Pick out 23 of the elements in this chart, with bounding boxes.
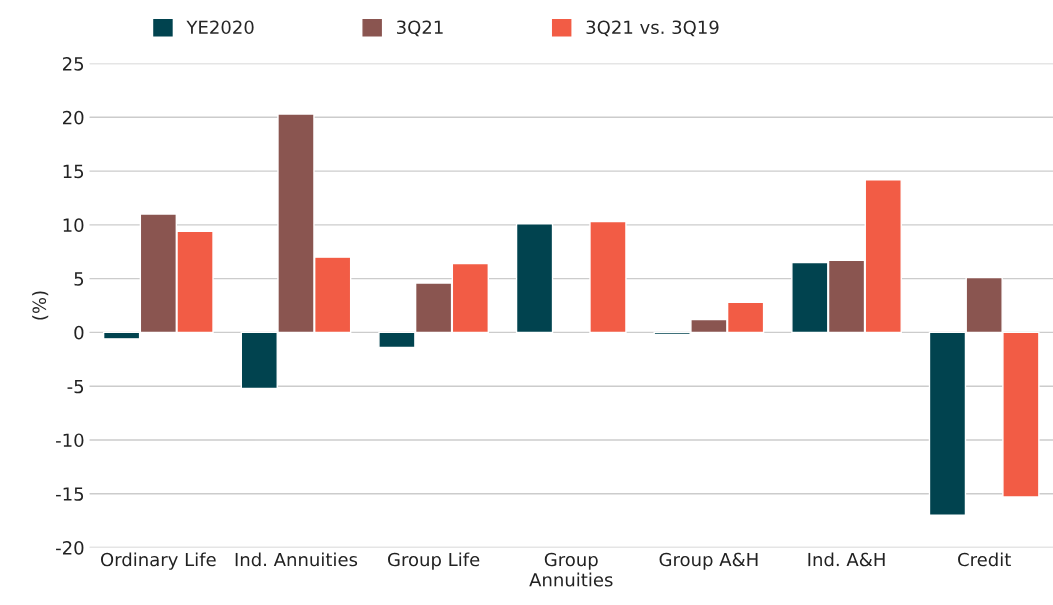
y-tick-label: 10 <box>63 218 84 232</box>
x-tick-label: Credit <box>958 552 1011 567</box>
x-tick-label: Group Life <box>388 552 480 570</box>
x-tick-label: Ind. Annuities <box>235 552 358 567</box>
y-tick-label: 0 <box>74 325 84 340</box>
y-tick-label: -5 <box>67 379 84 394</box>
y-tick-label: 15 <box>63 164 84 179</box>
y-tick-label: 20 <box>62 110 84 125</box>
y-tick-label: 5 <box>74 272 84 286</box>
legend-label: 3Q21 vs. 3Q19 <box>586 20 719 37</box>
y-axis-title: (%) <box>32 291 49 320</box>
legend-label: 3Q21 <box>397 20 443 37</box>
y-tick-label: 25 <box>62 56 84 71</box>
bar <box>589 220 627 334</box>
x-tick-label: Ordinary Life <box>100 552 216 570</box>
y-tick-label: -20 <box>56 540 84 555</box>
legend-label: YE2020 <box>186 20 254 35</box>
y-tick-label: -15 <box>56 487 84 501</box>
bar <box>515 223 554 334</box>
x-tick-label: Group Annuities <box>529 552 613 587</box>
x-tick-label: Ind. A&H <box>808 552 885 567</box>
x-tick-label: Group A&H <box>659 552 758 570</box>
y-tick-label: -10 <box>56 433 84 448</box>
